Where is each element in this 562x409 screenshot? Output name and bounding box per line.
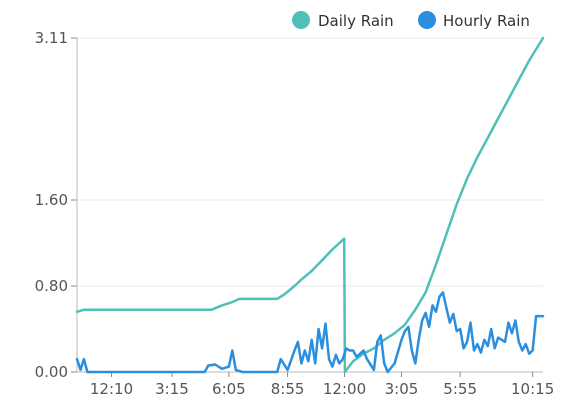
x-tick-label: 6:05 [212, 380, 246, 398]
y-tick-label: 0.00 [35, 363, 68, 381]
x-tick-label: 12:10 [90, 380, 133, 398]
grid-layer [77, 37, 543, 373]
legend-swatch-daily-rain [292, 11, 310, 29]
y-tick-label: 0.80 [35, 277, 68, 295]
series-layer [75, 36, 545, 374]
x-tick-label: 3:05 [385, 380, 419, 398]
y-tick-label: 1.60 [35, 191, 68, 209]
legend-label-daily-rain: Daily Rain [318, 12, 394, 30]
x-tick-label: 8:55 [271, 380, 305, 398]
hourly-rain-line [75, 291, 545, 374]
axis-layer: 0.00 0.80 1.60 3.11 12:10 3:15 6:05 8:55 12:00 3:… [35, 29, 555, 398]
x-tick-label: 3:15 [155, 380, 189, 398]
legend-label-hourly-rain: Hourly Rain [443, 12, 530, 30]
x-tick-label: 12:00 [323, 380, 366, 398]
y-tick-label: 3.11 [35, 29, 68, 47]
daily-rain-line [75, 36, 545, 374]
legend: Daily Rain Hourly Rain [292, 11, 530, 30]
x-tick-label: 5:55 [443, 380, 477, 398]
x-tick-label: 10:15 [511, 380, 554, 398]
legend-swatch-hourly-rain [418, 11, 436, 29]
